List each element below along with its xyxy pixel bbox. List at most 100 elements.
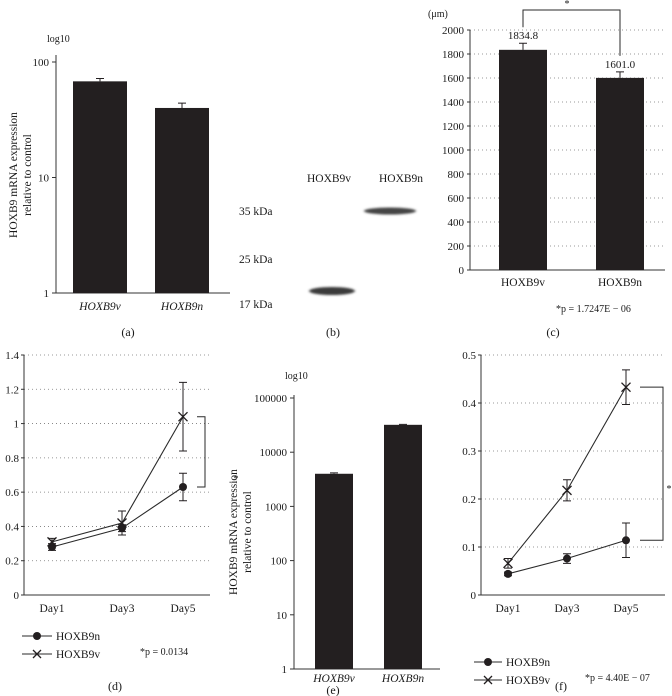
panel-a-ylabel-line-1: HOXB9 mRNA expression — [8, 112, 20, 238]
panel-c-y-tick-label: 1200 — [442, 121, 465, 133]
panel-f-legend: HOXB9n HOXB9v — [474, 657, 550, 687]
panel-e-error-bar — [330, 472, 338, 474]
legend-cross-marker — [32, 649, 42, 659]
panel-a-y-tick-label: 1 — [44, 288, 50, 300]
panel-f-point-HOXB9n — [563, 554, 571, 563]
panel-d-legend: HOXB9n HOXB9v — [22, 631, 100, 661]
panel-d-y-tick-label: 0.6 — [5, 487, 19, 499]
panel-c-unit: (μm) — [428, 9, 448, 20]
panel-d-pvalue: *p = 0.0134 — [140, 647, 188, 658]
panel-f-point-HOXB9n — [504, 569, 512, 578]
panel-c-y-tick-label: 1600 — [442, 73, 465, 85]
panel-b: HOXB9v HOXB9n 35 kDa 25 kDa 17 kDa (b) — [239, 173, 423, 339]
panel-b-label: (b) — [326, 325, 340, 339]
panel-e-category-2: HOXB9n — [381, 673, 424, 685]
panel-f-point-HOXB9v — [562, 485, 572, 496]
panel-d-y-tick-label: 0.4 — [5, 521, 19, 533]
panel-e-ylabel-line-1: HOXB9 mRNA expression — [228, 469, 240, 595]
panel-e: log10 HOXB9 mRNA expression relative to … — [228, 371, 440, 696]
panel-d-significance-star: * — [234, 474, 239, 485]
legend-cross-marker — [483, 675, 493, 685]
panel-f-label: (f) — [555, 679, 567, 693]
panel-b-marker-17: 17 kDa — [239, 299, 273, 311]
panel-e-y-ticks: 1 10 100 1000 10000 100000 — [254, 393, 294, 676]
panel-d-point-HOXB9v — [47, 536, 57, 547]
panel-f-category-2: Day3 — [555, 603, 580, 615]
panel-c-y-tick-label: 0 — [459, 265, 465, 277]
panel-a-scale-label: log10 — [47, 34, 70, 45]
panel-c-y-tick-label: 1400 — [442, 97, 465, 109]
panel-f-y-tick-label: 0.1 — [462, 542, 476, 554]
blot-band-hoxb9n — [364, 207, 416, 215]
panel-b-marker-35: 35 kDa — [239, 206, 273, 218]
panel-f-line-HOXB9v — [507, 386, 627, 564]
panel-c-pvalue: *p = 1.7247E − 06 — [556, 304, 631, 315]
panel-f-significance-bracket — [640, 386, 664, 541]
panel-a-category-2: HOXB9n — [160, 301, 203, 313]
panel-d-series — [47, 381, 206, 551]
panel-f: 0 0.1 0.2 0.3 0.4 0.5 * Day1 Day3 Day5 HOXB9n… — [462, 350, 671, 693]
panel-c-significance-bracket — [522, 9, 621, 56]
panel-d-y-tick-label: 1.2 — [5, 384, 19, 396]
panel-d-label: (d) — [108, 679, 122, 693]
panel-e-y-tick-label: 100 — [271, 556, 288, 568]
panel-d-y-tick-label: 0 — [14, 590, 20, 602]
panel-c-category-2: HOXB9n — [598, 277, 642, 289]
panel-e-y-tick-label: 10 — [276, 610, 288, 622]
blot-band-hoxb9v — [309, 287, 355, 295]
panel-d-category-3: Day5 — [171, 603, 196, 615]
panel-e-ylabel-line-2: relative to control — [242, 491, 254, 573]
panel-c-bar-HOXB9n — [596, 77, 644, 270]
panel-d-significance-bracket — [197, 416, 206, 488]
legend-circle-marker — [33, 632, 41, 640]
panel-f-y-tick-label: 0 — [471, 590, 477, 602]
panel-a-error-bar — [96, 77, 104, 82]
panel-f-point-HOXB9v — [621, 382, 631, 393]
panel-a: log10 HOXB9 mRNA expression relative to … — [8, 34, 230, 339]
panel-f-series — [503, 369, 664, 578]
panel-f-y-tick-label: 0.5 — [462, 350, 476, 362]
panel-a-label: (a) — [121, 325, 134, 339]
panel-d-category-1: Day1 — [40, 603, 65, 615]
panel-d-category-2: Day3 — [110, 603, 135, 615]
panel-d-point-HOXB9v — [117, 518, 127, 528]
panel-f-significance-star: * — [667, 484, 672, 495]
panel-f-y-tick-label: 0.4 — [462, 398, 476, 410]
panel-e-bars — [315, 423, 422, 669]
panel-b-marker-25: 25 kDa — [239, 254, 273, 266]
panel-c-label: (c) — [546, 325, 559, 339]
panel-f-category-1: Day1 — [496, 603, 521, 615]
panel-e-category-1: HOXB9v — [312, 673, 355, 685]
panel-c-y-tick-label: 1800 — [442, 49, 465, 61]
panel-f-y-tick-label: 0.3 — [462, 446, 476, 458]
panel-c-value-label: 1601.0 — [605, 59, 636, 71]
panel-d-y-ticks: 0 0.2 0.4 0.6 0.8 1 1.2 1.4 — [5, 350, 210, 602]
panel-f-pvalue: *p = 4.40E − 07 — [585, 673, 650, 684]
panel-f-point-HOXB9n — [622, 536, 630, 545]
panel-a-bar-HOXB9v — [73, 81, 127, 294]
panel-d-legend-2: HOXB9v — [56, 649, 100, 661]
panel-a-error-bar — [178, 102, 186, 108]
panel-d-y-tick-label: 0.8 — [5, 453, 19, 465]
panel-d-point-HOXB9v — [178, 411, 188, 422]
panel-c-bar-HOXB9v — [499, 49, 547, 270]
panel-d-legend-1: HOXB9n — [56, 631, 100, 643]
panel-e-y-tick-label: 10000 — [260, 447, 288, 459]
panel-c-y-tick-label: 200 — [448, 241, 465, 253]
panel-b-lane-2: HOXB9n — [379, 173, 423, 185]
panel-e-bar-HOXB9v — [315, 473, 353, 669]
panel-d-line-HOXB9v — [51, 416, 184, 543]
panel-f-legend-2: HOXB9v — [506, 675, 550, 687]
panel-d: 0 0.2 0.4 0.6 0.8 1 1.2 1.4 * Day1 Day3 Day5 HO… — [5, 350, 238, 693]
panel-d-line-HOXB9n — [51, 486, 184, 548]
panel-c: (μm) 0 200 400 600 800 1000 1200 1400 1600 1800 20… — [428, 0, 665, 339]
panel-e-scale-label: log10 — [285, 371, 308, 382]
panel-a-category-1: HOXB9v — [78, 301, 121, 313]
panel-f-y-ticks: 0 0.1 0.2 0.3 0.4 0.5 — [462, 350, 665, 602]
panel-c-y-tick-label: 400 — [448, 217, 465, 229]
panel-d-point-HOXB9n — [179, 483, 187, 491]
panel-a-bar-HOXB9n — [155, 107, 209, 294]
panel-c-value-label: 1834.8 — [508, 30, 539, 42]
panel-e-label: (e) — [326, 683, 339, 696]
